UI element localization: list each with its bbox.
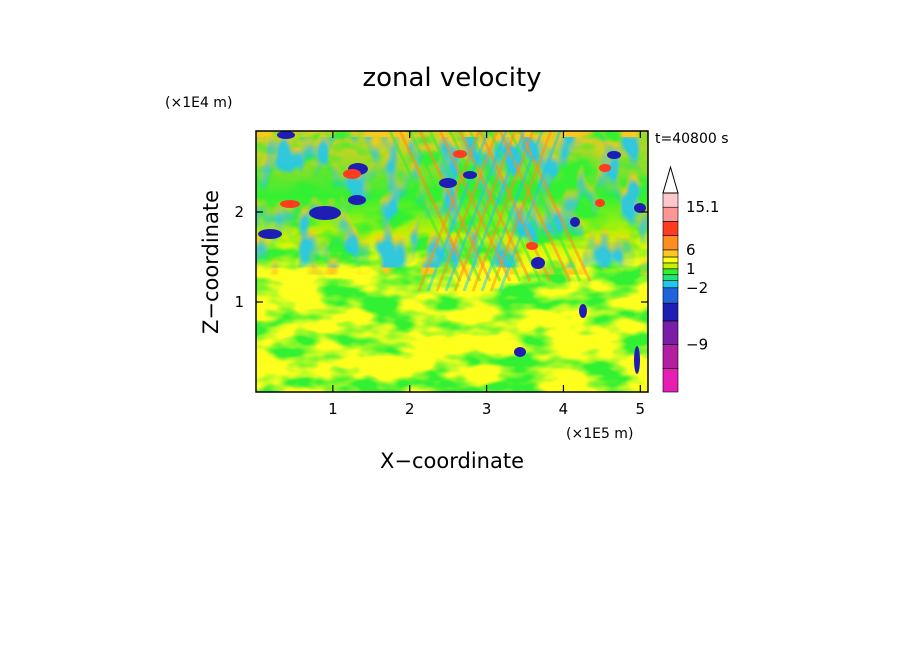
colorbar-label: 6 — [686, 241, 696, 259]
x-unit-label: (×1E5 m) — [566, 426, 633, 442]
colorbar-label: 15.1 — [686, 198, 719, 216]
plot-frame — [255, 130, 649, 393]
chart-title: zonal velocity — [362, 63, 541, 93]
field-spot — [439, 178, 457, 188]
colorbar-swatch — [662, 302, 679, 322]
field-spot — [309, 206, 341, 220]
field-streak — [508, 131, 582, 282]
colorbar: 15.1 61−2 −9 — [662, 165, 719, 393]
field-spot — [463, 171, 477, 179]
colorbar-swatch — [662, 256, 679, 264]
x-ticks: 1 2 3 4 5 — [328, 131, 645, 418]
field-streak — [435, 131, 499, 292]
field-streak — [438, 131, 512, 282]
x-tick-label: 2 — [405, 400, 415, 418]
field-streak — [453, 131, 517, 292]
colorbar-extend-arrow — [662, 165, 679, 194]
field-spot — [277, 131, 295, 139]
colorbar-label: −9 — [686, 336, 708, 354]
colorbar-label: −2 — [686, 279, 708, 297]
field-spot — [280, 200, 300, 208]
field-spot — [607, 151, 621, 159]
field-spot — [343, 169, 361, 179]
field-streak — [462, 131, 526, 292]
colorbar-swatch — [662, 274, 679, 281]
field-streak — [488, 131, 562, 282]
field-spot — [526, 242, 538, 250]
x-axis-label: X−coordinate — [380, 449, 524, 473]
colorbar-swatch — [662, 206, 679, 222]
heatmap-field — [256, 131, 648, 392]
field-streak — [498, 131, 562, 292]
field-spot — [453, 150, 467, 158]
colorbar-swatch — [662, 268, 679, 276]
colorbar-label: 1 — [686, 260, 696, 278]
field-streak — [480, 131, 544, 292]
field-spot — [634, 346, 640, 374]
field-streak — [498, 131, 572, 282]
colorbar-swatch — [662, 262, 679, 270]
y-axis-label: Z−coordinate — [199, 190, 223, 334]
field-streak — [426, 131, 490, 292]
field-streak — [444, 131, 508, 292]
field-streak — [428, 131, 502, 282]
y-ticks: 12 — [234, 203, 648, 311]
colorbar-swatch — [662, 249, 679, 258]
field-spot — [514, 347, 526, 357]
field-spot — [599, 164, 611, 172]
colorbar-swatch — [662, 235, 679, 251]
field-streak — [388, 131, 462, 282]
y-tick-label: 2 — [234, 203, 244, 221]
field-spot — [595, 199, 605, 207]
field-spot — [258, 229, 282, 239]
colorbar-swatch — [662, 320, 679, 345]
colorbar-swatch — [662, 221, 679, 236]
field-streak — [489, 131, 553, 292]
x-tick-label: 5 — [636, 400, 646, 418]
x-tick-label: 1 — [328, 400, 338, 418]
field-spot — [579, 304, 587, 318]
field-streak — [471, 131, 535, 292]
field-spot — [348, 195, 366, 205]
x-tick-label: 3 — [482, 400, 492, 418]
x-tick-label: 4 — [559, 400, 569, 418]
colorbar-swatch — [662, 280, 679, 289]
field-streak — [417, 131, 481, 292]
colorbar-swatch — [662, 287, 679, 304]
y-unit-label: (×1E4 m) — [165, 95, 232, 111]
y-tick-label: 1 — [234, 293, 244, 311]
colorbar-swatch — [662, 192, 679, 208]
field-spot — [634, 203, 646, 213]
field-spot — [531, 257, 545, 269]
time-label: t=40800 s — [655, 131, 729, 147]
colorbar-swatch — [662, 368, 679, 393]
field-spot — [570, 217, 580, 227]
colorbar-swatch — [662, 344, 679, 369]
